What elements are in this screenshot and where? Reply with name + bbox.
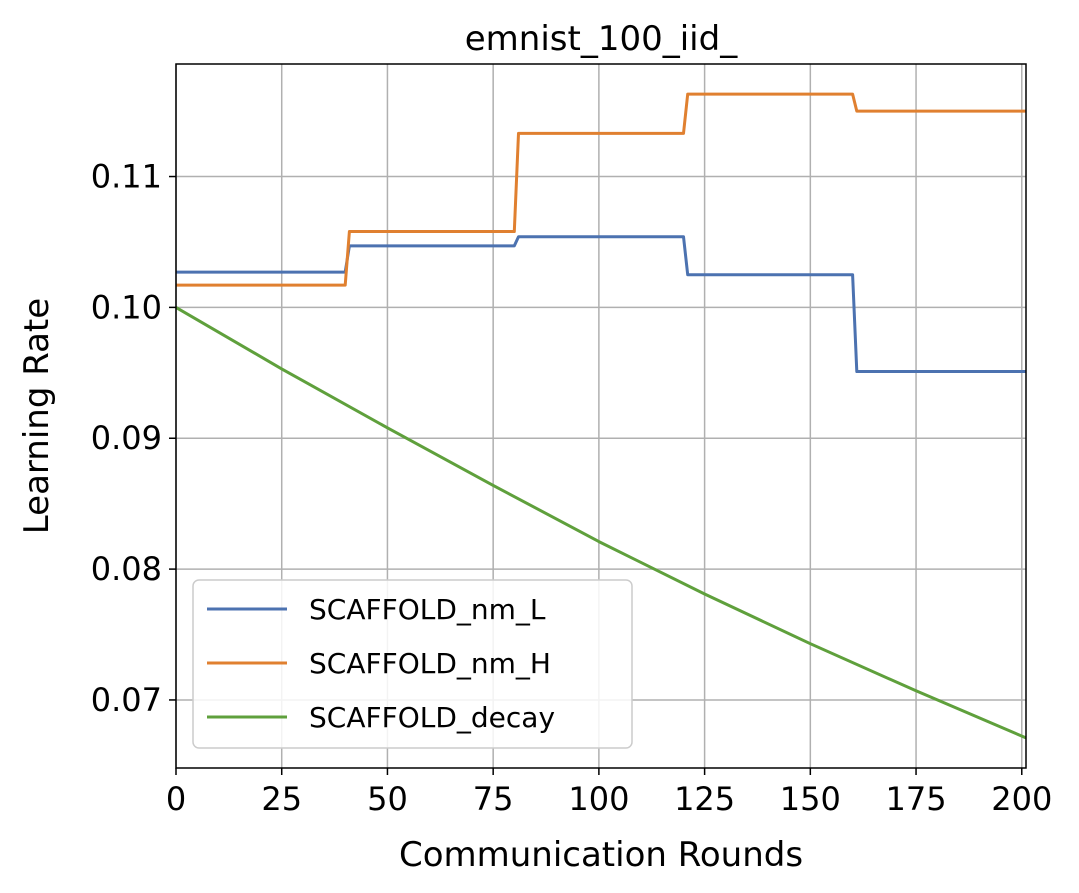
x-tick-label: 100 [568,780,629,818]
legend-box [192,579,633,749]
y-tick-label: 0.09 [91,419,162,457]
y-tick-label: 0.07 [91,681,162,719]
legend: SCAFFOLD_nm_L SCAFFOLD_nm_H SCAFFOLD_decay [192,579,633,749]
x-tick-label: 175 [886,780,947,818]
y-tick-label: 0.11 [91,158,162,196]
series-lines [175,92,1027,740]
chart-title: emnist_100_iid_ [465,19,738,59]
legend-label: SCAFFOLD_nm_H [309,647,551,680]
y-axis-title: Learning Rate [17,298,57,534]
y-tick-label: 0.10 [91,288,162,326]
x-tick-label: 150 [780,780,841,818]
x-tick-label: 200 [991,780,1052,818]
x-tick-label: 75 [473,780,514,818]
legend-label: SCAFFOLD_nm_L [309,593,546,626]
x-tick-label: 125 [674,780,735,818]
y-axis-ticks: 0.07 0.08 0.09 0.10 0.11 [91,158,176,719]
x-tick-label: 0 [166,780,186,818]
x-tick-label: 25 [261,780,302,818]
x-axis-ticks: 0 25 50 75 100 125 150 175 200 [166,768,1052,818]
series-line [175,306,1027,740]
legend-label: SCAFFOLD_decay [309,701,555,734]
series-line [176,92,1026,287]
x-axis-title: Communication Rounds [399,835,803,875]
plot-area-frame [175,63,1027,769]
x-tick-label: 50 [367,780,408,818]
y-tick-label: 0.08 [91,550,162,588]
